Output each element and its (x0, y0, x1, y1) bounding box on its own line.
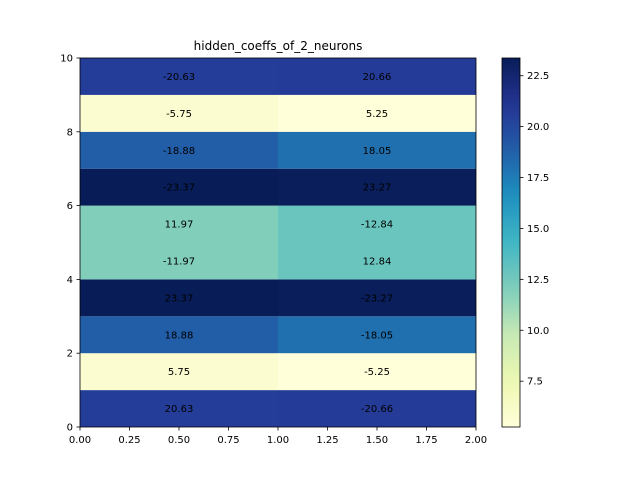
cell-value-label: 18.88 (165, 330, 194, 341)
x-tick-label: 0.50 (168, 435, 190, 446)
chart-title: hidden_coeffs_of_2_neurons (194, 39, 363, 53)
y-tick-label: 2 (67, 349, 73, 360)
cell-value-label: -18.88 (163, 146, 195, 157)
cell-value-label: -12.84 (361, 220, 393, 231)
cell-value-label: 11.97 (165, 220, 194, 231)
cell-value-labels: 20.63 -20.66 5.75 -5.25 18.88 -18.05 23.37 -23.… (163, 72, 393, 415)
cell-value-label: -5.75 (166, 109, 192, 120)
cell-value-label: -20.63 (163, 72, 195, 83)
colorbar-tick-label: 7.5 (527, 377, 543, 388)
heatmap-cell (80, 58, 278, 95)
heatmap-cell (278, 168, 476, 206)
heatmap-cells (80, 58, 476, 427)
heatmap-cell (278, 279, 476, 317)
heatmap-cell (80, 316, 278, 354)
y-tick-label: 10 (60, 54, 73, 65)
x-tick-label: 1.75 (415, 435, 437, 446)
colorbar-tick-label: 15.0 (527, 224, 549, 235)
heatmap-cell (278, 205, 476, 243)
cell-value-label: -23.27 (361, 293, 393, 304)
cell-value-label: 5.75 (168, 367, 190, 378)
heatmap-cell (80, 279, 278, 317)
heatmap-cell (80, 205, 278, 243)
heatmap-cell (278, 94, 476, 132)
cell-value-label: 18.05 (363, 146, 392, 157)
colorbar-tick-label: 10.0 (527, 326, 549, 337)
cell-value-label: 20.63 (165, 404, 194, 415)
cell-value-label: -20.66 (361, 404, 393, 415)
colorbar-tick-label: 12.5 (527, 275, 549, 286)
colorbar-tick-label: 22.5 (527, 71, 549, 82)
heatmap-cell (80, 94, 278, 132)
heatmap-cell (80, 168, 278, 206)
x-axis: 0.00 0.25 0.50 0.75 1.00 1.25 1.50 1.75 2.00 (69, 427, 487, 446)
cell-value-label: 23.37 (165, 293, 194, 304)
y-tick-label: 0 (67, 423, 73, 434)
x-tick-label: 1.50 (366, 435, 388, 446)
x-tick-label: 0.75 (217, 435, 239, 446)
heatmap-cell (80, 242, 278, 280)
x-tick-label: 0.25 (118, 435, 140, 446)
x-tick-label: 1.00 (267, 435, 289, 446)
cell-value-label: 5.25 (366, 109, 388, 120)
x-tick-label: 1.25 (316, 435, 338, 446)
colorbar-tick-label: 20.0 (527, 122, 549, 133)
y-tick-label: 4 (67, 275, 73, 286)
cell-value-label: -23.37 (163, 183, 195, 194)
x-tick-label: 0.00 (69, 435, 91, 446)
heatmap-cell (278, 242, 476, 280)
heatmap-cell (278, 390, 476, 427)
cell-value-label: 20.66 (363, 72, 392, 83)
y-tick-label: 8 (67, 127, 73, 138)
cell-value-label: 23.27 (363, 183, 392, 194)
x-tick-label: 2.00 (465, 435, 487, 446)
colorbar (501, 57, 521, 428)
y-tick-label: 6 (67, 201, 73, 212)
y-axis: 0 2 4 6 8 10 (60, 54, 80, 434)
heatmap-cell (80, 131, 278, 169)
cell-value-label: -5.25 (364, 367, 390, 378)
heatmap-cell (80, 353, 278, 391)
cell-value-label: 12.84 (363, 256, 392, 267)
cell-value-label: -11.97 (163, 256, 195, 267)
heatmap-cell (278, 353, 476, 391)
heatmap-cell (278, 58, 476, 95)
heatmap-cell (278, 131, 476, 169)
heatmap-cell (278, 316, 476, 354)
colorbar-tick-label: 17.5 (527, 173, 549, 184)
cell-value-label: -18.05 (361, 330, 393, 341)
colorbar-axis: 7.5 10.0 12.5 15.0 17.5 20.0 22.5 (520, 71, 549, 388)
heatmap-cell (80, 390, 278, 427)
